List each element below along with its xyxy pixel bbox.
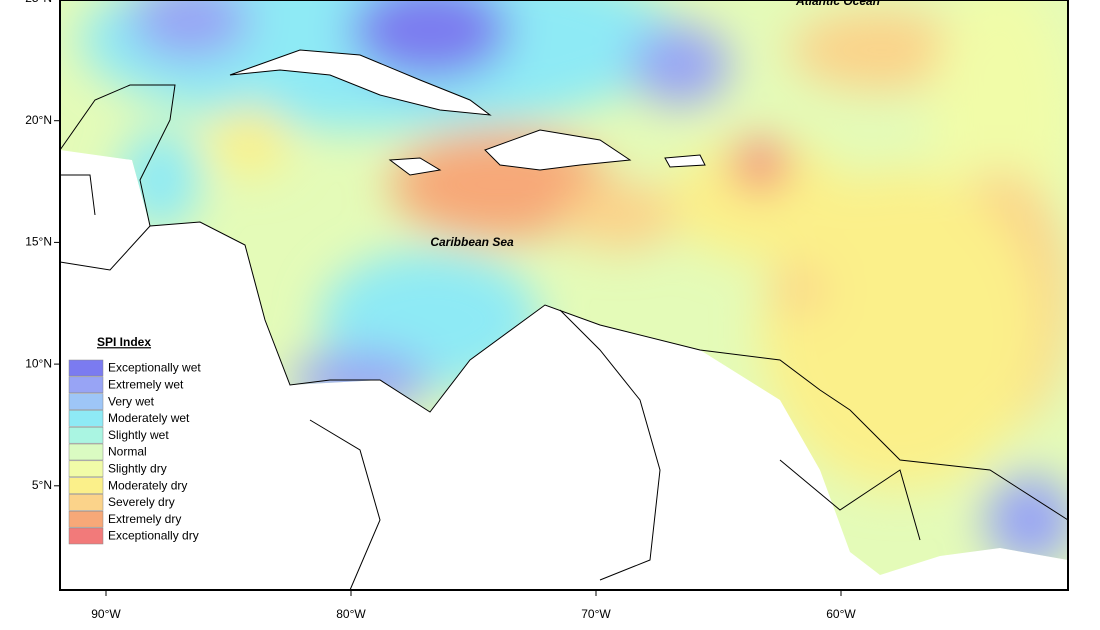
legend-label: Normal [108,445,147,459]
legend-label: Moderately dry [108,478,187,492]
legend-swatch [68,359,104,377]
legend-swatch [68,393,104,410]
legend-swatch [68,477,104,494]
place-label: Caribbean Sea [430,235,514,249]
legend-swatch [68,527,104,545]
legend-swatch [68,494,104,511]
lat-label: 15°N [25,235,52,249]
legend-label: Severely dry [108,495,175,509]
legend-label: Exceptionally wet [108,361,201,375]
lon-label: 80°W [336,607,366,621]
lat-label: 10°N [25,356,52,370]
spi-field [60,0,1068,575]
graticule-labels: 25°N 20°N 15°N 10°N 5°N 90°W 80°W 70°W 60°W [25,0,856,621]
coastlines [59,49,1069,591]
legend-title: SPI Index [97,335,151,349]
legend-label: Moderately wet [108,411,190,425]
legend-swatch [68,510,104,528]
legend-label: Extremely dry [108,512,181,526]
frame [59,0,1069,591]
lon-label: 90°W [91,607,121,621]
lon-label: 70°W [581,607,611,621]
legend-label: Slightly wet [108,428,169,442]
legend-swatch [68,443,104,461]
lat-label: 20°N [25,113,52,127]
legend-label: Slightly dry [108,461,167,475]
legend-label: Exceptionally dry [108,529,199,543]
legend-swatch [68,460,104,478]
legend: SPI Index Exceptionally wet Extremely wet… [68,335,201,545]
lat-label: 25°N [25,0,52,5]
legend-swatch [68,376,104,394]
lat-label: 5°N [32,478,52,492]
legend-label: Very wet [108,394,155,408]
legend-label: Extremely wet [108,377,184,391]
legend-swatch [68,426,104,444]
lon-label: 60°W [826,607,856,621]
legend-swatch [68,410,104,427]
place-label: Atlantic Ocean [795,0,880,8]
